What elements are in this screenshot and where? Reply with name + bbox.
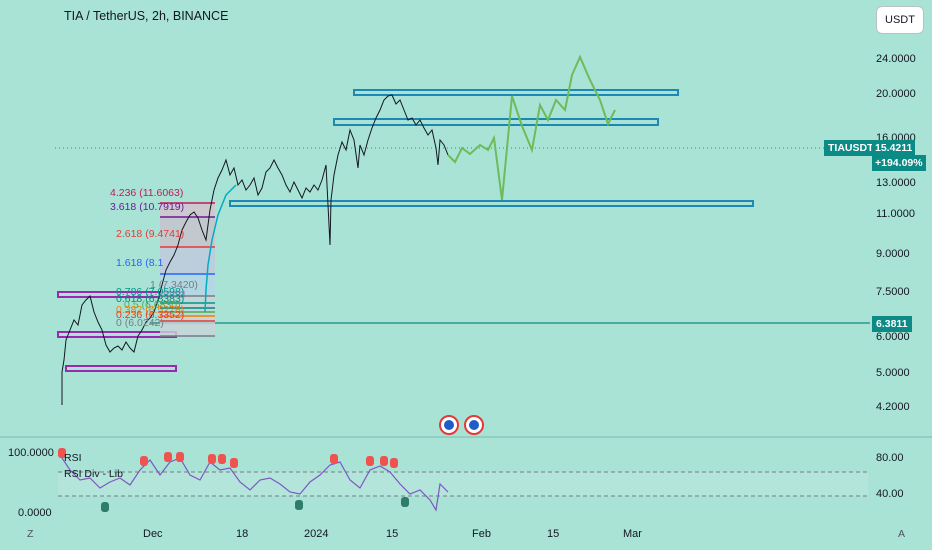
time-tick: 2024 bbox=[304, 528, 329, 540]
fib-label: 0.786 (7.0598) bbox=[116, 286, 185, 298]
fib-label: 1 (7.3420) bbox=[150, 279, 198, 291]
zone-rect-top[interactable] bbox=[353, 89, 679, 96]
fib-label: 0.5 (6.6830) bbox=[124, 299, 181, 311]
rsi-label[interactable]: RSI bbox=[64, 452, 82, 464]
fib-label: 3.618 (10.7919) bbox=[110, 201, 185, 213]
rsi-right-tick: 80.00 bbox=[876, 452, 904, 464]
rsi-left-tick: 100.0000 bbox=[8, 447, 54, 459]
change-tag: +194.09% bbox=[872, 155, 926, 171]
projection-path[interactable] bbox=[447, 54, 616, 201]
price-tick: 13.0000 bbox=[876, 177, 916, 189]
rsi-line[interactable] bbox=[59, 454, 449, 512]
price-series[interactable] bbox=[61, 94, 449, 405]
fib-label: 4.236 (11.6063) bbox=[110, 187, 184, 199]
rsi-band bbox=[58, 472, 868, 496]
rsi-markers[interactable] bbox=[58, 448, 409, 512]
rsi-right-tick: 40.00 bbox=[876, 488, 904, 500]
price-tick: 20.0000 bbox=[876, 88, 916, 100]
time-tick: Mar bbox=[623, 528, 642, 540]
currency-button[interactable]: USDT bbox=[876, 6, 924, 34]
rsi-div-label[interactable]: RSI Div - Lib bbox=[64, 468, 123, 480]
price-tick: 7.5000 bbox=[876, 286, 910, 298]
time-tick: Feb bbox=[472, 528, 491, 540]
fib-label: 0.618 (6.8383) bbox=[116, 293, 185, 305]
zoom-button[interactable]: Z bbox=[27, 528, 34, 540]
symbol-title: TIA / TetherUS, 2h, BINANCE bbox=[64, 9, 229, 23]
fib-label: 0.236 (6.3352) bbox=[116, 309, 185, 321]
event-flags-icon[interactable] bbox=[439, 415, 484, 435]
price-tick: 9.0000 bbox=[876, 248, 910, 260]
price-tick: 6.0000 bbox=[876, 331, 910, 343]
purple-zone-3[interactable] bbox=[65, 365, 177, 372]
time-tick: Dec bbox=[143, 528, 163, 540]
auto-scale-button[interactable]: A bbox=[898, 528, 906, 540]
purple-zone-2[interactable] bbox=[57, 331, 177, 338]
fib-label: 2.618 (9.4741) bbox=[116, 228, 185, 240]
price-tick: 11.0000 bbox=[876, 208, 915, 220]
rsi-left-tick: 0.0000 bbox=[18, 507, 52, 519]
fib-label: 0.382 (6.5276) bbox=[116, 304, 185, 316]
time-tick: 15 bbox=[547, 528, 560, 540]
fib-label: 0 (6.0242) bbox=[116, 317, 164, 329]
time-tick: 18 bbox=[236, 528, 249, 540]
price-tick: 24.0000 bbox=[876, 53, 916, 65]
price-tick: 5.0000 bbox=[876, 367, 910, 379]
zone-rect-mid[interactable] bbox=[333, 118, 659, 126]
zone-rect-low[interactable] bbox=[229, 200, 754, 207]
level-price-tag: 6.3811 bbox=[872, 316, 912, 332]
price-tick: 4.2000 bbox=[876, 401, 910, 413]
last-price-tag: 15.4211 bbox=[872, 140, 916, 156]
time-tick: 15 bbox=[386, 528, 399, 540]
symbol-tag: TIAUSDT bbox=[824, 140, 878, 156]
fib-label: 1.618 (8.1 bbox=[116, 257, 164, 269]
moving-average bbox=[204, 184, 237, 313]
